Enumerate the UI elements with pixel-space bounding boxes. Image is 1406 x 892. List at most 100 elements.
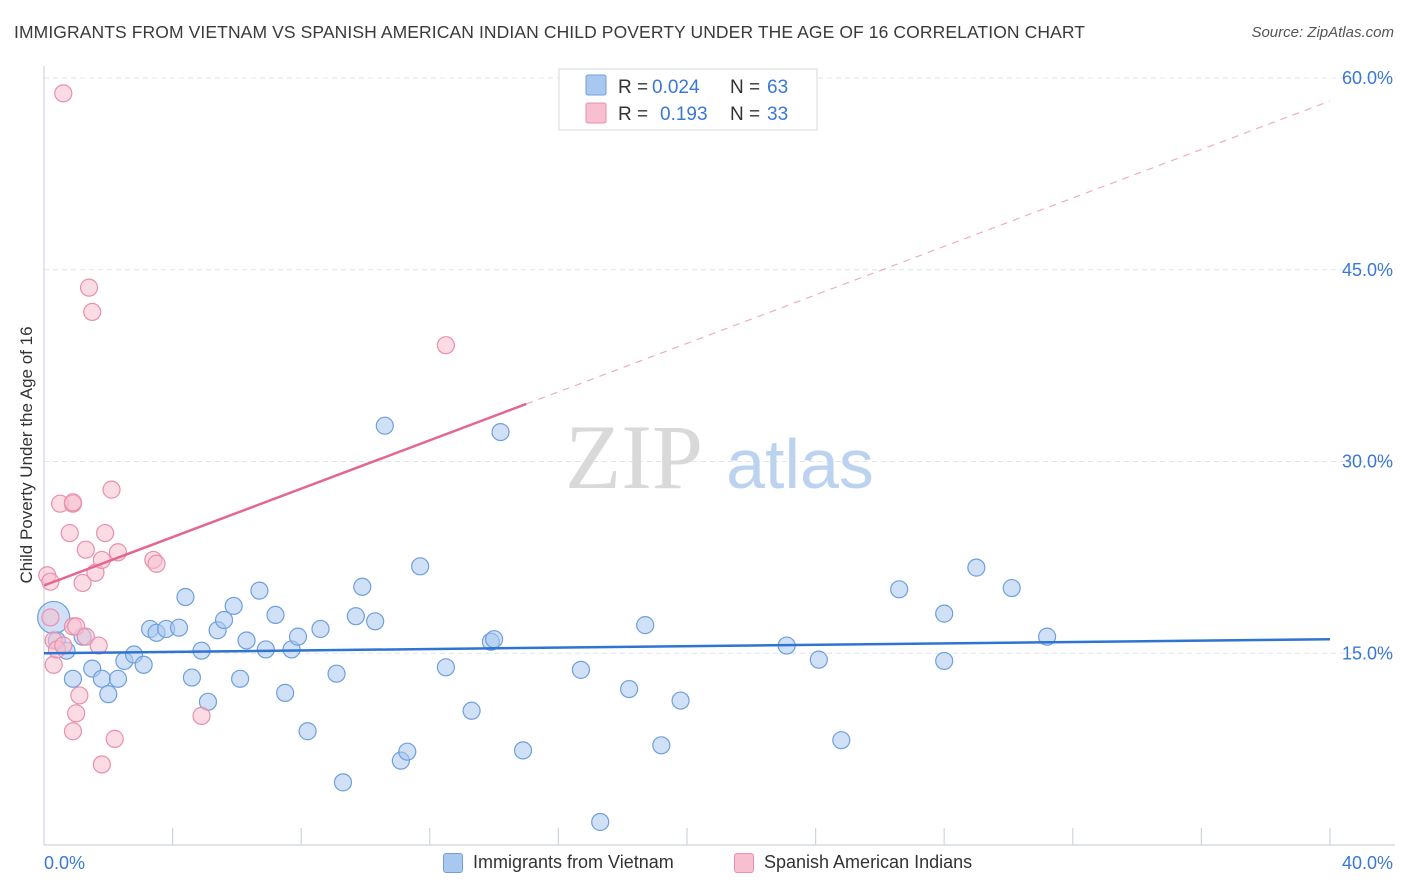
- spanish-american-indian-point: [192, 706, 211, 725]
- vietnam-point: [237, 631, 256, 650]
- tick-labels: 15.0% 30.0% 45.0% 60.0% 0.0% 40.0%: [44, 68, 1393, 873]
- chart-title: IMMIGRANTS FROM VIETNAM VS SPANISH AMERI…: [14, 22, 1086, 42]
- legend-label-spanish-american-indians: Spanish American Indians: [764, 852, 973, 872]
- spanish-american-indian-point: [92, 755, 111, 774]
- vietnam-point: [231, 669, 250, 688]
- spanish-american-indian-point: [63, 493, 83, 512]
- legend-swatch-vietnam: [443, 852, 463, 873]
- source-label: Source: ZipAtlas.com: [1251, 24, 1394, 41]
- legend-label-vietnam: Immigrants from Vietnam: [473, 852, 674, 872]
- vietnam-point: [967, 558, 986, 577]
- vietnam-point: [398, 742, 417, 761]
- vietnam-point: [571, 660, 591, 679]
- vietnam-point: [99, 685, 118, 704]
- spanish-american-indian-point: [63, 722, 83, 741]
- spanish-american-indian-point: [95, 523, 115, 543]
- trend-lines: [43, 100, 1331, 655]
- legend-item-spanish-american-indians[interactable]: Spanish American Indians: [734, 852, 972, 873]
- spanish-american-indian-point: [76, 540, 95, 559]
- x-tick-label-right: 40.0%: [1342, 853, 1393, 873]
- vietnam-point: [832, 731, 851, 750]
- spanish-american-indian-point: [436, 336, 455, 355]
- watermark-zip: ZIP: [565, 406, 703, 508]
- vietnam-point: [411, 557, 430, 576]
- vietnam-point: [311, 619, 330, 639]
- spanish-american-indian-point: [73, 573, 92, 593]
- spanish-american-indian-point: [105, 729, 124, 748]
- legend-n-label-blue: N =: [730, 77, 760, 98]
- vietnam-point: [513, 741, 533, 760]
- vietnam-point: [256, 640, 275, 659]
- spanish-american-indian-point: [76, 627, 95, 646]
- legend-r-label-pink: R =: [618, 104, 648, 125]
- legend-item-vietnam[interactable]: Immigrants from Vietnam: [443, 852, 674, 873]
- vietnam-point: [485, 630, 504, 649]
- vietnam-point: [890, 580, 909, 599]
- spanish-american-indian-trend-line: [43, 402, 527, 587]
- vietnam-point: [276, 683, 295, 702]
- vietnam-point: [333, 773, 353, 792]
- vietnam-point: [809, 650, 828, 669]
- y-tick-label-60: 60.0%: [1342, 68, 1393, 88]
- vietnam-point: [366, 612, 385, 631]
- legend-swatch-spanish-american-indians: [734, 852, 754, 873]
- vietnam-point: [214, 610, 234, 630]
- spanish-american-indian-point: [147, 554, 166, 573]
- spanish-american-indian-point: [41, 608, 60, 627]
- vietnam-point: [327, 664, 346, 683]
- watermark-atlas: atlas: [726, 425, 874, 503]
- vietnam-point: [250, 581, 269, 600]
- spanish-american-indian-point: [79, 278, 99, 297]
- vietnam-point: [375, 416, 394, 435]
- spanish-american-indian-point: [60, 523, 79, 543]
- vietnam-trend-line: [43, 637, 1331, 655]
- legend-r-value-blue: 0.024: [652, 77, 700, 98]
- vietnam-point: [671, 691, 690, 710]
- legend-r-value-pink: 0.193: [660, 104, 708, 125]
- spanish-american-indian-point: [44, 655, 63, 674]
- spanish-american-indian-point: [70, 686, 89, 705]
- vietnam-point: [591, 812, 610, 832]
- legend-swatch-blue: [585, 74, 607, 96]
- vietnam-point: [182, 668, 201, 687]
- legend-n-label-pink: N =: [730, 104, 760, 125]
- vietnam-point: [134, 655, 153, 674]
- y-tick-label-30: 30.0%: [1342, 452, 1393, 472]
- spanish-american-indian-trend-extension: [526, 100, 1331, 405]
- spanish-american-indian-point: [102, 480, 121, 499]
- vietnam-point: [935, 651, 954, 671]
- vietnam-point: [1037, 627, 1057, 646]
- y-tick-label-15: 15.0%: [1342, 643, 1393, 663]
- vietnam-point: [266, 605, 285, 625]
- vietnam-point: [63, 669, 83, 688]
- data-points: [37, 84, 1057, 832]
- vietnam-point: [620, 679, 639, 699]
- vietnam-point: [935, 604, 954, 623]
- vietnam-point: [298, 722, 317, 741]
- vietnam-point: [353, 577, 372, 596]
- vietnam-point: [224, 596, 243, 616]
- watermark: ZIP atlas: [565, 406, 874, 508]
- legend-box: R = 0.024 N = 63 R = 0.193 N = 33: [558, 68, 818, 131]
- vietnam-point: [92, 669, 111, 688]
- vietnam-point: [636, 616, 655, 635]
- vietnam-point: [108, 669, 128, 688]
- legend-swatch-pink: [585, 102, 607, 124]
- grid-lines: [44, 77, 1395, 654]
- spanish-american-indian-point: [54, 636, 73, 655]
- vietnam-point: [176, 587, 195, 607]
- vietnam-point: [169, 618, 189, 637]
- vietnam-point: [436, 658, 455, 677]
- legend-n-value-blue: 63: [767, 77, 788, 98]
- vietnam-point: [491, 422, 510, 442]
- y-tick-label-45: 45.0%: [1342, 260, 1393, 280]
- spanish-american-indian-point: [89, 636, 108, 655]
- spanish-american-indian-point: [83, 302, 102, 322]
- spanish-american-indian-point: [54, 84, 73, 103]
- vietnam-point: [288, 627, 308, 646]
- vietnam-point: [346, 607, 365, 626]
- vietnam-point: [462, 701, 481, 720]
- x-tick-label-left: 0.0%: [44, 853, 85, 873]
- axes: [43, 66, 1395, 846]
